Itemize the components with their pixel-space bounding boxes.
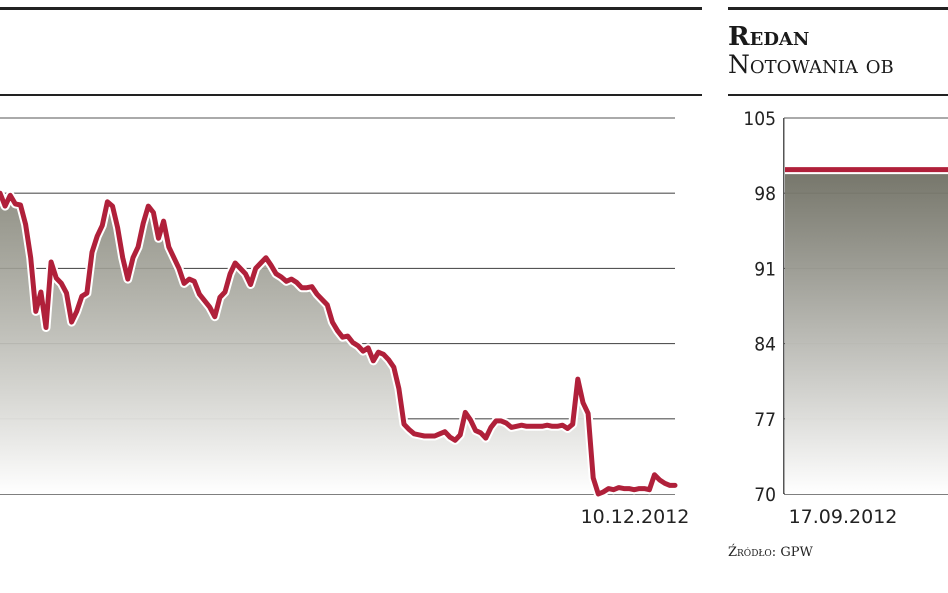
- x-end-date-label: 10.12.2012: [581, 506, 690, 528]
- y-tick-label-77: 77: [754, 409, 776, 431]
- y-tick-label-70: 70: [754, 484, 776, 506]
- right-area-fill: [785, 169, 948, 494]
- left-price-line: [0, 190, 678, 497]
- chart-title: Redan: [728, 22, 809, 52]
- y-tick-label-98: 98: [754, 183, 776, 205]
- right-header-rule: [728, 94, 948, 96]
- y-tick-label-105: 105: [743, 108, 776, 130]
- source-note: Źródło: GPW: [728, 544, 813, 560]
- y-tick-label-84: 84: [754, 334, 776, 356]
- left-area-fill: [0, 193, 675, 494]
- left-chart-panel: 10.12.2012: [0, 7, 702, 528]
- chart-subtitle: Notowania ob: [728, 50, 894, 79]
- right-chart-panel: Redan Notowania ob 105 98 91 84 77 70 17.09.2…: [728, 7, 948, 560]
- right-y-axis: [783, 118, 785, 494]
- right-top-rule: [728, 7, 948, 10]
- x-start-date-label: 17.09.2012: [789, 506, 898, 528]
- right-y-tick-labels: 105 98 91 84 77 70: [743, 108, 776, 506]
- left-top-rule: [0, 7, 702, 10]
- left-header-rule: [0, 94, 702, 96]
- y-tick-label-91: 91: [754, 258, 776, 280]
